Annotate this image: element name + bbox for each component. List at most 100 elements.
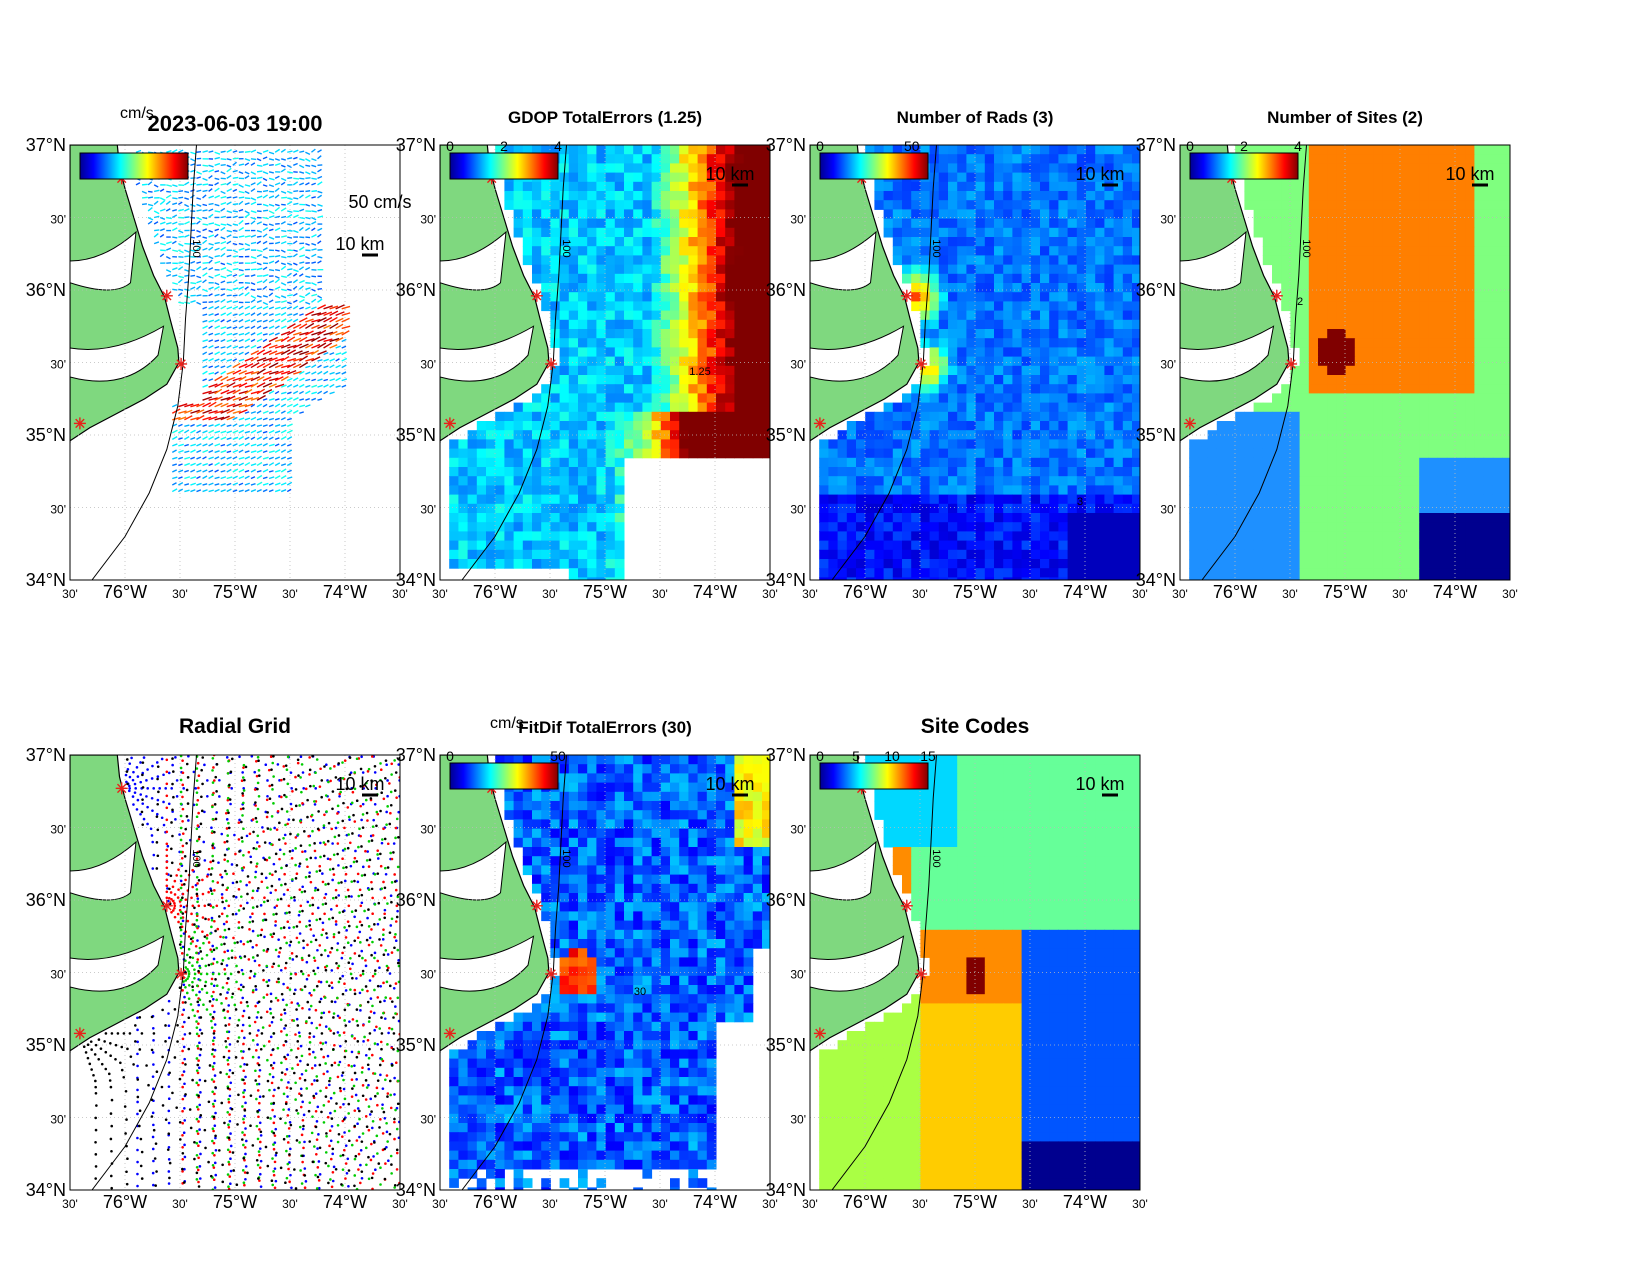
colorbar-unit: cm/s (490, 715, 524, 732)
site-marker (160, 899, 173, 912)
colorbar-tick: 5 (852, 748, 860, 764)
lon-label: 30' (172, 1197, 188, 1211)
lat-label: 37°N (26, 135, 66, 155)
map-area: 100 (440, 145, 770, 580)
isobath-label: 100 (190, 849, 202, 867)
sound-water (440, 325, 535, 382)
panel-frame (439, 754, 771, 1191)
lon-label: 30' (1022, 587, 1038, 601)
isobath-label: 100 (560, 239, 572, 257)
lat-label: 37°N (396, 135, 436, 155)
panel-frame (69, 754, 401, 1191)
field-cells (449, 145, 770, 580)
lat-label: 37°N (396, 745, 436, 765)
lat-label: 35°N (26, 1035, 66, 1055)
panel-frame (809, 144, 1141, 581)
lat-label: 36°N (1136, 280, 1176, 300)
lat-label: 35°N (766, 425, 806, 445)
colorbar-tick: 2 (500, 138, 508, 154)
lat-label: 30' (790, 358, 806, 372)
site-marker (545, 967, 558, 980)
lat-label: 36°N (766, 280, 806, 300)
site-marker (1270, 289, 1283, 302)
sound-water (70, 230, 137, 291)
sound-water (70, 840, 137, 901)
lon-label: 76°W (103, 582, 147, 602)
lon-label: 75°W (1323, 582, 1367, 602)
lon-label: 76°W (473, 582, 517, 602)
radial-grid (82, 755, 400, 1190)
lon-label: 30' (1022, 1197, 1038, 1211)
panel-title: Radial Grid (179, 715, 291, 738)
lon-label: 30' (1132, 1197, 1148, 1211)
sound-water (440, 230, 507, 291)
colorbar-tick: 0 (816, 748, 824, 764)
lon-label: 74°W (323, 1192, 367, 1212)
lat-label: 34°N (26, 570, 66, 590)
lat-label: 30' (420, 358, 436, 372)
lon-label: 76°W (473, 1192, 517, 1212)
lat-label: 30' (420, 213, 436, 227)
map-area: 100 (70, 755, 400, 1190)
panel-frame (69, 144, 401, 581)
lon-label: 30' (1132, 587, 1148, 601)
field-cells (449, 755, 770, 1190)
lon-label: 76°W (843, 582, 887, 602)
lon-label: 76°W (103, 1192, 147, 1212)
vector-scale-label: 50 cm/s (348, 192, 411, 212)
lat-label: 34°N (766, 570, 806, 590)
lon-label: 74°W (693, 582, 737, 602)
lon-label: 30' (802, 587, 818, 601)
colorbar-tick: 4 (1294, 138, 1302, 154)
lat-label: 30' (1160, 213, 1176, 227)
lat-label: 30' (50, 1113, 66, 1127)
lon-label: 30' (1392, 587, 1408, 601)
sound-water (1180, 325, 1275, 382)
lon-label: 30' (282, 1197, 298, 1211)
isobath-label: 100 (930, 849, 942, 867)
contour-label: 3 (1077, 496, 1083, 508)
field-cells (819, 145, 1140, 580)
lon-label: 30' (912, 1197, 928, 1211)
colorbar (819, 152, 929, 180)
lon-label: 30' (1282, 587, 1298, 601)
lat-label: 30' (420, 968, 436, 982)
lat-label: 35°N (396, 1035, 436, 1055)
lat-label: 30' (50, 968, 66, 982)
lon-label: 30' (1502, 587, 1518, 601)
lon-label: 74°W (1433, 582, 1477, 602)
lat-label: 30' (1160, 503, 1176, 517)
contour-label: 2 (1297, 296, 1303, 308)
lat-label: 30' (790, 968, 806, 982)
sound-water (810, 325, 905, 382)
site-marker (915, 967, 928, 980)
site-marker (530, 899, 543, 912)
isobath-label: 100 (190, 239, 202, 257)
lat-label: 30' (420, 1113, 436, 1127)
sound-water (810, 840, 877, 901)
lat-label: 30' (790, 1113, 806, 1127)
site-marker (443, 417, 456, 430)
panel-title: Number of Sites (2) (1267, 108, 1423, 127)
lon-label: 30' (802, 1197, 818, 1211)
colorbar (449, 152, 559, 180)
site-marker (175, 967, 188, 980)
lon-label: 74°W (693, 1192, 737, 1212)
panel-title: FitDif TotalErrors (30) (518, 718, 691, 737)
scale-bar-label: 10 km (705, 164, 754, 184)
map-area: 100 (70, 145, 400, 580)
panel-frame (1179, 144, 1511, 581)
lon-label: 30' (432, 1197, 448, 1211)
colorbar-tick: 0 (1186, 138, 1194, 154)
site-marker (813, 1027, 826, 1040)
lon-label: 75°W (213, 1192, 257, 1212)
site-marker (175, 357, 188, 370)
scale-bar-label: 10 km (1075, 164, 1124, 184)
site-marker (73, 417, 86, 430)
lat-label: 34°N (396, 1180, 436, 1200)
colorbar-tick: 0 (446, 748, 454, 764)
